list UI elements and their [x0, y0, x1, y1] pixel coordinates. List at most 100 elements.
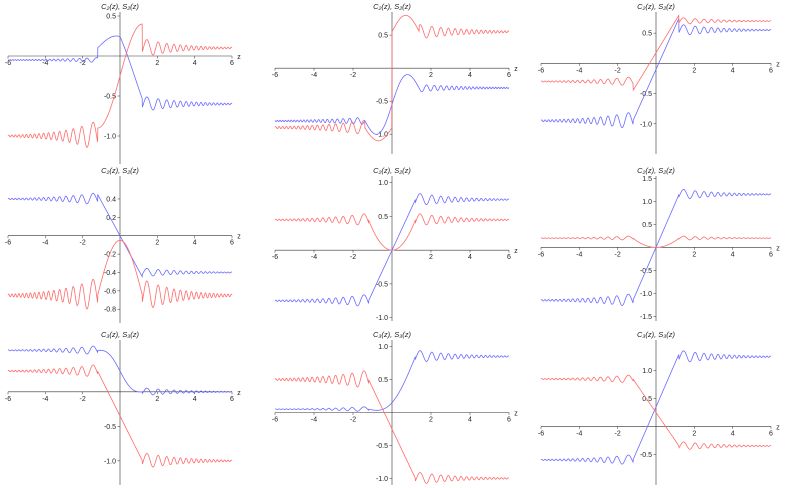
- y-tick-label: 0.5: [106, 14, 116, 21]
- y-tick-label: -1.5: [640, 314, 652, 321]
- y-tick-label: -0.4: [104, 270, 116, 277]
- chart-title: C₃(z), S₃(z): [373, 330, 412, 339]
- y-tick-label: 0.5: [378, 33, 388, 40]
- y-tick-label: -0.5: [640, 91, 652, 98]
- x-tick-label: -6: [272, 417, 278, 424]
- x-tick-label: -2: [350, 254, 356, 261]
- x-tick-label: -6: [538, 67, 544, 74]
- x-tick-label: 2: [155, 240, 159, 247]
- y-tick-label: -1.0: [376, 132, 388, 139]
- x-tick-label: -2: [350, 72, 356, 79]
- y-tick-label: -0.5: [376, 443, 388, 450]
- y-tick-label: -0.6: [104, 288, 116, 295]
- y-tick-label: 1.0: [378, 344, 388, 351]
- x-tick-label: 2: [429, 417, 433, 424]
- x-tick-label: 6: [230, 60, 234, 67]
- x-axis-label: z: [237, 54, 241, 61]
- chart-title: C₂(z), S₂(z): [637, 2, 675, 11]
- x-tick-label: 2: [155, 60, 159, 67]
- x-tick-label: -6: [5, 60, 11, 67]
- y-tick-label: 0.5: [378, 377, 388, 384]
- y-tick-label: -1.0: [376, 476, 388, 483]
- x-tick-label: -4: [311, 72, 317, 79]
- x-tick-label: 6: [230, 396, 234, 403]
- chart-title: C₂(z), S₂(z): [101, 2, 139, 11]
- y-tick-label: -0.5: [376, 99, 388, 106]
- x-tick-label: 2: [692, 67, 696, 74]
- y-tick-label: -1.0: [376, 315, 388, 322]
- chart-panel-5: C₂(z), S₂(z) z -6 -4 -2 2 4 6 1.0 0.5 -0.5 -1.0: [272, 166, 518, 322]
- chart-panel-1: C₂(z), S₂(z) z -6 -4 -2 2 4 6 0.5 -0.5 -1.0: [5, 2, 241, 164]
- x-tick-label: -4: [42, 240, 48, 247]
- y-tick-label: -0.5: [376, 281, 388, 288]
- chart-panel-6: C₂(z), S₂(z) z -6 -4 -2 2 4 6 1.5 1.0 0.5 -0.5 -1.0 -…: [538, 166, 780, 321]
- series-line-blue: [540, 350, 772, 465]
- y-tick-label: -0.5: [640, 452, 652, 459]
- y-tick-label: 1.0: [642, 199, 652, 206]
- chart-title: C₂(z), S₂(z): [101, 166, 139, 175]
- x-tick-label: -2: [350, 417, 356, 424]
- x-tick-label: 2: [692, 251, 696, 258]
- y-tick-label: 0.4: [106, 196, 116, 203]
- chart-panel-7: C₃(z), S₃(z) z -6 -4 -2 2 4 6 -0.5 -1.0: [5, 330, 241, 485]
- chart-panel-4: C₂(z), S₂(z) z -6 -4 -2 2 4 6 0.4 0.2 -0.2 -0.4 -0.6…: [5, 166, 241, 323]
- x-axis-label: z: [514, 66, 518, 73]
- x-tick-label: 2: [429, 254, 433, 261]
- x-tick-label: -4: [576, 251, 582, 258]
- y-tick-label: -1.0: [104, 134, 116, 141]
- series-line-blue: [274, 350, 510, 412]
- x-tick-label: 6: [507, 417, 511, 424]
- chart-title: C₃(z), S₃(z): [637, 330, 676, 339]
- x-tick-label: 2: [155, 396, 159, 403]
- x-tick-label: -6: [5, 240, 11, 247]
- series-line-blue: [7, 35, 233, 111]
- series-line-blue: [7, 345, 233, 396]
- x-tick-label: -2: [615, 430, 621, 437]
- y-tick-label: -0.2: [104, 252, 116, 259]
- y-tick-label: -0.5: [640, 268, 652, 275]
- chart-panel-8: C₃(z), S₃(z) z -6 -4 -2 2 4 6 1.0 0.5 -0.5 -1.0: [272, 330, 518, 485]
- series-line-red: [540, 14, 772, 92]
- x-tick-label: -4: [42, 396, 48, 403]
- x-tick-label: 4: [731, 430, 735, 437]
- y-tick-label: 1.5: [642, 176, 652, 183]
- x-tick-label: -4: [311, 417, 317, 424]
- x-tick-label: -2: [615, 67, 621, 74]
- x-tick-label: -4: [576, 430, 582, 437]
- series-line-red: [7, 23, 233, 148]
- y-tick-label: -1.0: [640, 121, 652, 128]
- x-tick-label: -4: [42, 60, 48, 67]
- x-tick-label: -6: [538, 251, 544, 258]
- x-tick-label: 4: [468, 254, 472, 261]
- y-tick-label: 0.5: [378, 214, 388, 221]
- series-line-red: [7, 364, 233, 468]
- x-axis-label: z: [514, 411, 518, 418]
- chart-panel-3: C₂(z), S₂(z) z -6 -4 -2 2 4 6 0.5 -0.5 -1.0: [538, 2, 780, 154]
- x-tick-label: 2: [429, 72, 433, 79]
- x-tick-label: 6: [769, 430, 773, 437]
- x-tick-label: 2: [692, 430, 696, 437]
- x-tick-label: -6: [272, 254, 278, 261]
- x-axis-label: z: [776, 424, 780, 431]
- series-line-red: [7, 239, 233, 310]
- x-tick-label: -4: [576, 67, 582, 74]
- x-tick-label: 4: [193, 60, 197, 67]
- x-tick-label: 4: [193, 396, 197, 403]
- y-tick-label: -0.5: [104, 424, 116, 431]
- chart-title: C₃(z), S₃(z): [101, 330, 140, 339]
- x-axis-label: z: [514, 248, 518, 255]
- x-tick-label: 4: [731, 67, 735, 74]
- chart-panel-9: C₃(z), S₃(z)z-6 -4 -2 2 4 61.00.5-0.5: [538, 330, 780, 485]
- x-axis-label: z: [237, 234, 241, 241]
- y-tick-label: -0.5: [104, 94, 116, 101]
- x-tick-label: 6: [769, 251, 773, 258]
- series-line-blue: [540, 18, 772, 128]
- x-axis-label: z: [237, 390, 241, 397]
- series-line-blue: [7, 192, 233, 278]
- x-axis-label: z: [776, 245, 780, 252]
- x-tick-label: 6: [769, 67, 773, 74]
- x-tick-label: 6: [507, 254, 511, 261]
- y-tick-label: 1.0: [378, 180, 388, 187]
- x-tick-label: 6: [507, 72, 511, 79]
